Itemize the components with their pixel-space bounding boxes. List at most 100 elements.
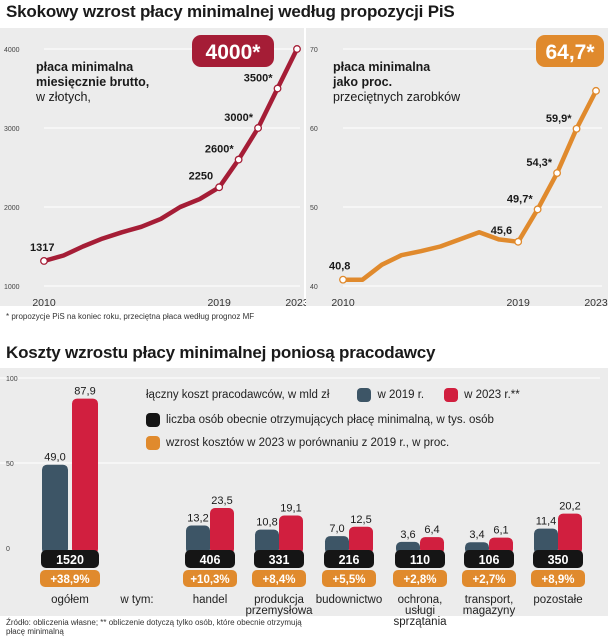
legend-2019-label: w 2019 r. bbox=[377, 389, 425, 401]
data-point bbox=[592, 86, 600, 95]
employees-value: 406 bbox=[200, 553, 221, 567]
bar-value-label: 49,0 bbox=[44, 452, 65, 464]
growth-badge bbox=[322, 570, 376, 587]
growth-badge bbox=[40, 570, 100, 587]
w-tym-label: w tym: bbox=[119, 594, 153, 606]
bar bbox=[255, 529, 279, 554]
growth-badge bbox=[393, 570, 447, 587]
legend-growth-label: wzrost kosztów w 2023 w porównaniu z 201… bbox=[166, 437, 450, 449]
legend-total-cost-label: łączny koszt pracodawców, w mld zł bbox=[146, 389, 330, 401]
employees-badge bbox=[185, 550, 235, 568]
legend-employees-label: liczba osób obecnie otrzymujących płacę … bbox=[166, 414, 494, 426]
legend-swatch-2023 bbox=[444, 388, 459, 402]
data-point bbox=[273, 84, 282, 93]
data-point bbox=[514, 237, 523, 246]
callout-badge bbox=[192, 35, 274, 67]
legend-row-employees: liczba osób obecnie otrzymujących płacę … bbox=[138, 413, 494, 427]
bar-value-label: 12,5 bbox=[350, 514, 371, 526]
bar-value-label: 6,1 bbox=[493, 525, 508, 537]
top-footnote: * propozycje PiS na koniec roku, przecię… bbox=[6, 312, 255, 321]
bar-value-label: 6,4 bbox=[424, 524, 439, 536]
category-label: pozostałe bbox=[533, 594, 582, 606]
bar bbox=[325, 536, 349, 554]
data-point bbox=[339, 275, 347, 284]
legend-2023-label: w 2023 r.** bbox=[464, 389, 520, 401]
callout-label: 4000* bbox=[206, 41, 262, 64]
bar bbox=[210, 508, 234, 554]
source-note: Źródło: obliczenia własne; ** obliczenie… bbox=[6, 618, 302, 636]
chart-subtitle-line: płaca minimalna bbox=[333, 60, 431, 74]
chart-subtitle-line: przeciętnych zarobków bbox=[333, 90, 461, 104]
data-point bbox=[234, 155, 243, 164]
employees-badge bbox=[41, 550, 99, 568]
bar-value-label: 7,0 bbox=[329, 523, 344, 535]
bar-value-label: 23,5 bbox=[211, 495, 232, 507]
top-chart-title: Skokowy wzrost płacy minimalnej według p… bbox=[6, 2, 455, 21]
chart-subtitle-line: miesięcznie brutto, bbox=[36, 75, 149, 89]
wage-ratio-line-chart: 40 50 60 70 2010 2019 2023 40,8 45,6 49,7* 54,3* 59… bbox=[310, 35, 608, 309]
growth-badge bbox=[183, 570, 237, 587]
bar-value-label: 19,1 bbox=[280, 503, 301, 515]
chart-subtitle-line: jako proc. bbox=[332, 75, 392, 89]
y-tick-label: 3000 bbox=[4, 126, 20, 133]
bar bbox=[534, 528, 558, 554]
legend-swatch-growth bbox=[146, 436, 160, 450]
legend-swatch-employees bbox=[146, 413, 160, 427]
bar bbox=[558, 513, 582, 554]
employees-value: 216 bbox=[339, 553, 360, 567]
employees-value: 331 bbox=[269, 553, 290, 567]
series-line bbox=[41, 46, 300, 264]
growth-value: +8,4% bbox=[263, 574, 296, 586]
employees-value: 110 bbox=[410, 553, 430, 567]
growth-badge bbox=[252, 570, 306, 587]
bar bbox=[420, 537, 444, 554]
x-tick-label: 2010 bbox=[331, 297, 355, 309]
data-point bbox=[40, 257, 48, 265]
category-label: ogółem bbox=[51, 594, 89, 606]
minimum-wage-chart-panel: 1000 2000 3000 4000 2010 2019 2023 1317 2250 2600… bbox=[0, 28, 309, 309]
data-label: 59,9* bbox=[546, 113, 572, 125]
minimum-wage-line-chart: 1000 2000 3000 4000 2010 2019 2023 1317 2250 2600… bbox=[4, 35, 309, 309]
bar bbox=[279, 515, 303, 554]
bar bbox=[42, 464, 68, 554]
y-tick-label: 70 bbox=[310, 47, 318, 54]
series-line bbox=[340, 88, 599, 282]
growth-value: +38,9% bbox=[50, 574, 89, 586]
x-tick-label: 2010 bbox=[32, 297, 56, 309]
y-tick-label: 100 bbox=[6, 376, 18, 383]
category-label: handel bbox=[193, 594, 228, 606]
category-label: usługi bbox=[405, 605, 435, 617]
employees-badge bbox=[254, 550, 304, 568]
employer-cost-chart-panel: 0 50 100 49,0 87,9 1520 +38,9% ogółem 13,2 23,5 40… bbox=[0, 368, 608, 628]
bar bbox=[489, 537, 513, 554]
category-label: sprzątania bbox=[393, 616, 447, 628]
bar-value-label: 13,2 bbox=[187, 513, 208, 525]
legend-swatch-2019 bbox=[357, 388, 372, 402]
wage-ratio-chart-panel: 40 50 60 70 2010 2019 2023 40,8 45,6 49,7* 54,3* 59… bbox=[306, 28, 608, 309]
category-label: transport, bbox=[465, 594, 514, 606]
growth-badge bbox=[531, 570, 585, 587]
growth-value: +8,9% bbox=[542, 574, 575, 586]
chart-subtitle-line: płaca minimalna bbox=[36, 60, 134, 74]
bar-value-label: 11,4 bbox=[536, 516, 557, 528]
growth-value: +2,7% bbox=[473, 574, 506, 586]
x-tick-label: 2019 bbox=[207, 297, 231, 309]
data-label: 49,7* bbox=[507, 193, 533, 205]
data-label: 1317 bbox=[30, 242, 54, 254]
data-point bbox=[215, 183, 224, 192]
category-label: ochrona, bbox=[398, 594, 443, 606]
employees-value: 350 bbox=[548, 553, 569, 567]
data-label: 40,8 bbox=[329, 261, 350, 273]
y-tick-label: 50 bbox=[6, 461, 14, 468]
data-label: 3500* bbox=[244, 73, 273, 85]
growth-value: +10,3% bbox=[190, 574, 229, 586]
callout-label: 64,7* bbox=[545, 41, 595, 64]
x-tick-label: 2019 bbox=[506, 297, 530, 309]
bar-value-label: 10,8 bbox=[256, 517, 277, 529]
bar bbox=[349, 526, 373, 554]
employees-badge bbox=[533, 550, 583, 568]
employees-badge bbox=[395, 550, 445, 568]
data-label: 54,3* bbox=[526, 157, 552, 169]
data-label: 3000* bbox=[224, 112, 253, 124]
growth-value: +5,5% bbox=[333, 574, 366, 586]
